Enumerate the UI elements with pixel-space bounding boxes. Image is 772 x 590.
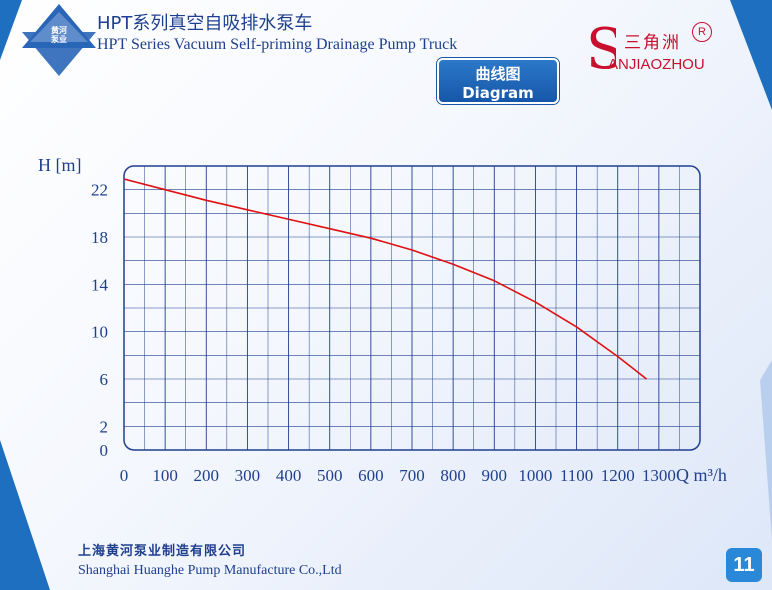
top-left-triangle bbox=[0, 0, 22, 60]
x-tick-label: 1100 bbox=[560, 466, 593, 485]
page-number: 11 bbox=[726, 548, 762, 582]
y-tick-label: 14 bbox=[91, 275, 109, 294]
x-tick-label: 1300 bbox=[642, 466, 676, 485]
x-tick-label: 200 bbox=[194, 466, 220, 485]
y-tick-label: 0 bbox=[100, 441, 109, 460]
y-tick-label: 6 bbox=[100, 370, 109, 389]
square-deco-3 bbox=[21, 553, 28, 560]
x-axis-title: Q m³/h bbox=[676, 465, 727, 485]
brand-s-mark: S bbox=[586, 20, 616, 74]
square-deco-1 bbox=[4, 553, 11, 560]
page-title-en: HPT Series Vacuum Self-priming Drainage … bbox=[97, 36, 458, 53]
x-tick-label: 800 bbox=[440, 466, 466, 485]
svg-text:S: S bbox=[586, 20, 616, 74]
footer-company-cn: 上海黄河泵业制造有限公司 bbox=[78, 544, 247, 559]
x-tick-label: 1000 bbox=[518, 466, 552, 485]
square-deco-4 bbox=[21, 575, 28, 582]
x-tick-label: 1200 bbox=[601, 466, 635, 485]
x-tick-label: 0 bbox=[120, 466, 129, 485]
y-tick-label: 2 bbox=[100, 417, 109, 436]
x-tick-label: 100 bbox=[152, 466, 178, 485]
brand-name-cn: 三角洲 bbox=[624, 33, 681, 53]
bottom-left-triangle bbox=[0, 440, 50, 590]
head-flow-curve bbox=[123, 178, 648, 380]
diagram-label-cn: 曲线图 bbox=[475, 65, 521, 83]
y-axis-title: H [m] bbox=[38, 155, 82, 175]
y-tick-label: 22 bbox=[91, 181, 108, 200]
diagram-label-en: Diagram bbox=[462, 84, 534, 102]
x-tick-label: 400 bbox=[276, 466, 302, 485]
company-logo bbox=[22, 4, 96, 76]
footer-company-en: Shanghai Huanghe Pump Manufacture Co.,Lt… bbox=[78, 563, 342, 578]
x-tick-label: 700 bbox=[399, 466, 425, 485]
registered-mark: R bbox=[692, 22, 712, 42]
x-tick-label: 600 bbox=[358, 466, 384, 485]
x-tick-label: 900 bbox=[482, 466, 508, 485]
brand-name-en: ANJIAOZHOU bbox=[608, 56, 705, 73]
x-tick-label: 500 bbox=[317, 466, 343, 485]
logo-text: 黄河泵业 bbox=[51, 26, 67, 44]
y-tick-label: 18 bbox=[91, 228, 108, 247]
right-edge-stripe bbox=[760, 360, 772, 540]
top-right-triangle bbox=[730, 0, 772, 110]
square-deco-2 bbox=[4, 570, 11, 577]
y-tick-label: 10 bbox=[91, 323, 108, 342]
x-tick-label: 300 bbox=[235, 466, 261, 485]
diagram-button[interactable]: 曲线图 Diagram bbox=[437, 58, 559, 104]
page-title-cn: HPT系列真空自吸排水泵车 bbox=[97, 13, 313, 34]
